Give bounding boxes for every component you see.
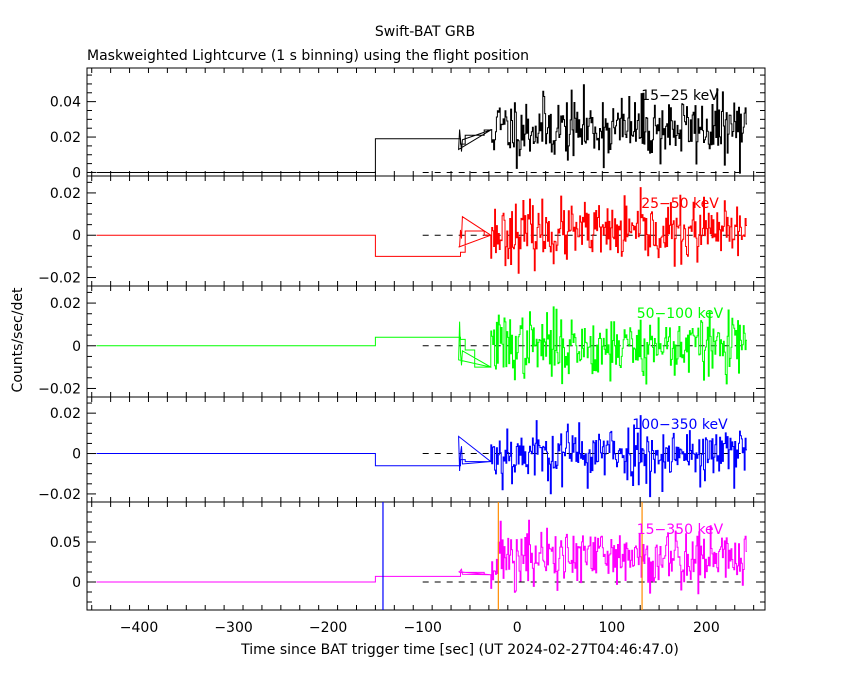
x-axis-label: Time since BAT trigger time [sec] (UT 20… <box>240 642 679 658</box>
y-tick-label: 0 <box>72 339 81 355</box>
panel-5: 0 0.05 15−350 keV <box>50 501 766 611</box>
energy-band-label: 15−25 keV <box>641 88 719 104</box>
panel-4: −0.02 0 0.02 100−350 keV <box>38 396 766 503</box>
y-tick-label: 0 <box>72 165 81 181</box>
panel-frame <box>86 285 766 398</box>
x-tick-labels: −400 −300 −200 −100 0 100 200 <box>120 620 720 636</box>
energy-band-label: 100−350 keV <box>632 417 728 433</box>
x-tick-label: −100 <box>403 620 441 636</box>
y-axis-label: Counts/sec/det <box>10 287 26 392</box>
chart-title: Swift-BAT GRB <box>375 24 475 40</box>
x-tick-label: 200 <box>693 620 720 636</box>
y-tick-label: −0.02 <box>38 381 81 397</box>
lightcurve-series <box>96 415 747 498</box>
energy-band-label: 25−50 keV <box>641 196 719 212</box>
chart-subtitle: Maskweighted Lightcurve (1 s binning) us… <box>87 48 529 64</box>
y-tick-label: 0 <box>72 228 81 244</box>
y-tick-label: 0.02 <box>50 186 81 202</box>
panel-1: 0 0.02 0.04 15−25 keV <box>50 67 766 181</box>
panel-frame <box>86 501 766 611</box>
lightcurve-series <box>96 187 747 274</box>
y-tick-label: 0.04 <box>50 95 81 111</box>
x-tick-label: −400 <box>120 620 158 636</box>
energy-band-label: 15−350 keV <box>637 522 724 538</box>
x-tick-label: 100 <box>598 620 625 636</box>
lightcurve-series <box>96 84 747 174</box>
x-tick-label: −300 <box>214 620 252 636</box>
x-tick-label: −200 <box>309 620 347 636</box>
y-tick-label: −0.02 <box>38 271 81 287</box>
y-tick-label: 0 <box>72 447 81 463</box>
x-tick-label: 0 <box>513 620 522 636</box>
y-tick-label: 0.05 <box>50 535 81 551</box>
y-tick-label: −0.02 <box>38 487 81 503</box>
panel-2: −0.02 0 0.02 25−50 keV <box>38 175 766 287</box>
y-tick-label: 0.02 <box>50 406 81 422</box>
y-tick-label: 0 <box>72 575 81 591</box>
y-tick-label: 0.02 <box>50 130 81 146</box>
lightcurve-series <box>96 519 747 595</box>
lightcurve-series <box>96 306 747 385</box>
y-tick-label: 0.02 <box>50 296 81 312</box>
panel-3: −0.02 0 0.02 50−100 keV <box>38 285 766 398</box>
energy-band-label: 50−100 keV <box>637 306 724 322</box>
